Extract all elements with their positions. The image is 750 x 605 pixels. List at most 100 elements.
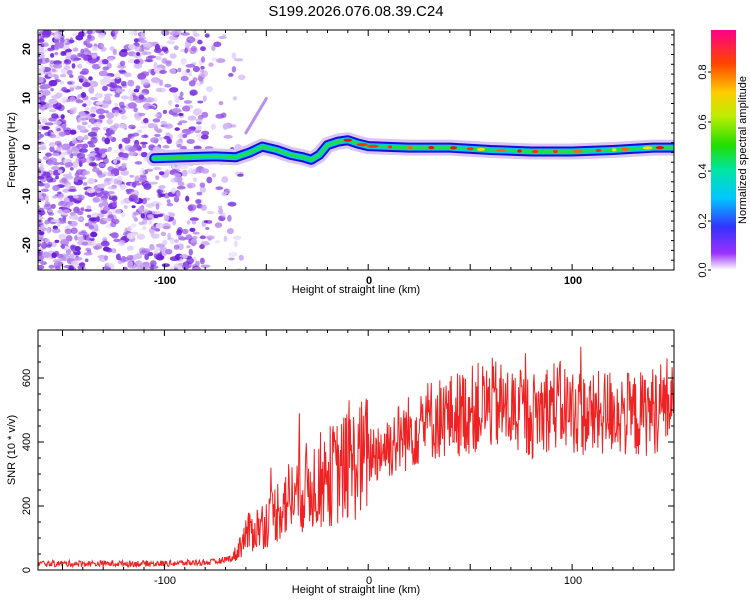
noise-blob — [126, 255, 134, 261]
noise-blob — [191, 242, 196, 247]
noise-blob — [201, 70, 208, 77]
noise-blob — [91, 127, 101, 131]
spectrogram-signal — [146, 97, 674, 168]
noise-blob — [87, 124, 92, 129]
noise-blob — [106, 129, 115, 135]
noise-blob — [237, 173, 244, 177]
noise-blob — [88, 76, 93, 81]
noise-blob — [52, 152, 60, 157]
noise-blob — [68, 39, 75, 43]
colorbar-tick-2: 0.2 — [697, 213, 709, 228]
signal-hotspot — [466, 147, 474, 151]
noise-blob — [199, 235, 206, 240]
noise-blob — [57, 142, 62, 148]
snr-ytick-1: 0 — [21, 567, 33, 573]
noise-blob — [138, 178, 146, 183]
noise-blob — [38, 183, 47, 187]
noise-blob — [127, 261, 134, 267]
noise-blob — [117, 260, 124, 264]
noise-blob — [48, 264, 55, 269]
noise-blob — [129, 194, 138, 199]
noise-blob — [119, 184, 127, 190]
noise-blob — [53, 74, 59, 80]
noise-blob — [197, 100, 204, 104]
noise-blob — [50, 144, 56, 148]
noise-blob — [199, 244, 205, 250]
noise-blob — [126, 245, 134, 251]
noise-blob — [232, 235, 242, 240]
noise-blob — [56, 128, 61, 132]
noise-blob — [44, 196, 49, 203]
noise-blob — [114, 93, 121, 98]
noise-blob — [41, 42, 49, 47]
noise-blob — [81, 241, 89, 246]
noise-blob — [152, 118, 161, 123]
noise-blob — [137, 72, 147, 80]
noise-blob — [112, 30, 119, 35]
noise-blob — [98, 203, 104, 208]
signal-hotspot — [572, 149, 583, 153]
noise-blob — [78, 31, 85, 38]
noise-blob — [184, 47, 188, 54]
noise-blob — [163, 214, 170, 222]
noise-blob — [72, 47, 79, 52]
noise-blob — [174, 127, 180, 131]
signal-hotspot — [532, 149, 539, 154]
noise-blob — [148, 220, 153, 225]
noise-blob — [89, 217, 98, 222]
noise-blob — [82, 77, 87, 83]
noise-blob — [80, 207, 85, 211]
signal-hotspot — [621, 147, 630, 151]
noise-blob — [102, 85, 108, 92]
noise-blob — [74, 246, 81, 252]
noise-blob — [74, 235, 78, 241]
spectrogram-xtick-2: 0 — [366, 275, 372, 287]
snr-ytick-3: 400 — [21, 433, 33, 451]
spectrogram-xtick-3: 100 — [564, 275, 582, 287]
noise-blob — [88, 161, 97, 167]
noise-blob — [174, 96, 180, 103]
spectrogram-ytick-3: 0 — [21, 144, 33, 150]
noise-blob — [133, 59, 140, 64]
noise-blob — [62, 209, 71, 214]
noise-blob — [143, 42, 152, 48]
noise-blob — [119, 239, 126, 246]
noise-blob — [57, 169, 63, 174]
noise-blob — [176, 185, 186, 190]
noise-blob — [120, 199, 125, 205]
noise-blob — [38, 264, 45, 270]
colorbar-tick-5: 0.8 — [697, 64, 709, 79]
noise-blob — [178, 112, 184, 117]
noise-blob — [193, 266, 202, 270]
noise-blob — [88, 86, 95, 94]
noise-blob — [65, 49, 73, 53]
noise-blob — [95, 30, 104, 34]
noise-blob — [205, 235, 215, 240]
noise-blob — [158, 171, 165, 176]
noise-blob — [94, 246, 99, 250]
noise-blob — [162, 145, 170, 149]
noise-blob — [118, 123, 128, 129]
noise-blob — [71, 139, 78, 145]
colorbar-label: Normalized spectral amplitude — [737, 76, 749, 224]
noise-blob — [218, 101, 224, 106]
noise-blob — [221, 212, 226, 218]
noise-blob — [135, 115, 142, 121]
noise-blob — [179, 91, 184, 97]
noise-blob — [202, 95, 207, 102]
signal-hotspot — [642, 146, 653, 150]
noise-blob — [76, 152, 86, 159]
noise-blob — [87, 141, 94, 145]
noise-blob — [153, 97, 158, 103]
noise-blob — [50, 203, 56, 209]
noise-blob — [56, 146, 62, 153]
noise-blob — [140, 78, 150, 86]
noise-blob — [127, 102, 137, 109]
noise-blob — [193, 33, 200, 38]
noise-blob — [205, 227, 210, 230]
noise-blob — [166, 138, 172, 145]
noise-blob — [105, 224, 112, 229]
noise-blob — [54, 51, 59, 56]
noise-blob — [208, 62, 214, 67]
noise-blob — [112, 201, 117, 207]
